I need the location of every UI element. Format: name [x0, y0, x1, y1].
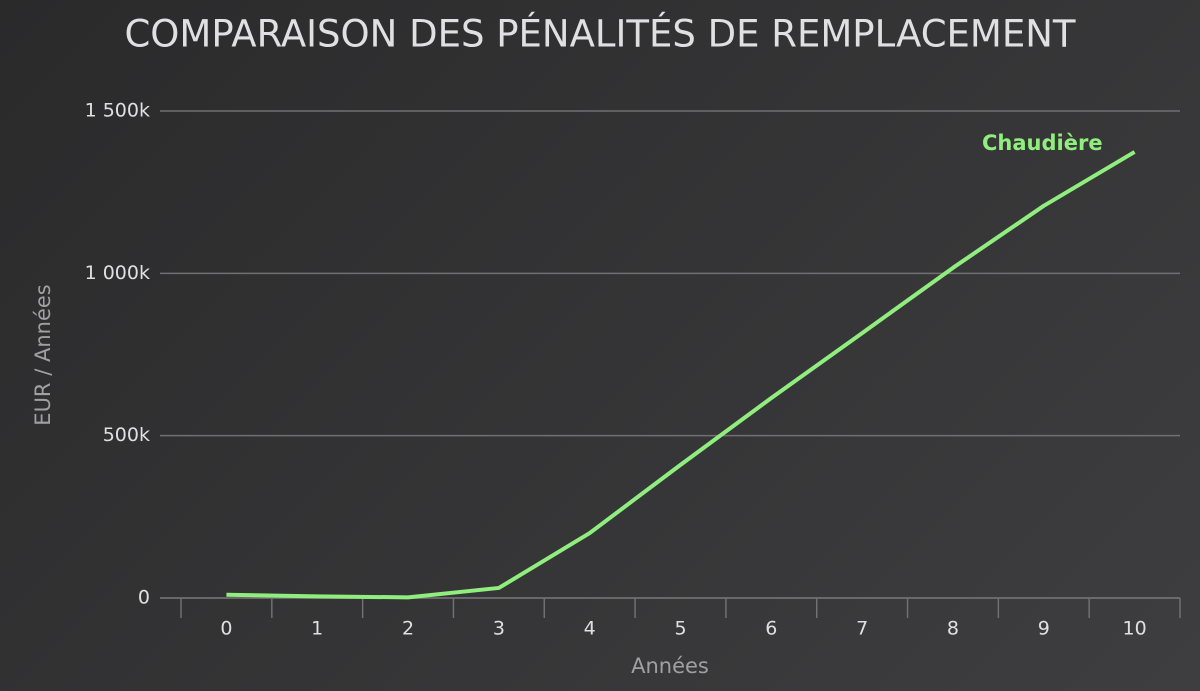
x-tick-label: 5 [674, 618, 686, 640]
series-line [226, 150, 1136, 600]
x-tick-label: 10 [1122, 618, 1146, 640]
y-tick-label: 1 000k [85, 262, 150, 284]
x-tick-label: 0 [220, 618, 232, 640]
x-tick-label: 3 [493, 618, 505, 640]
x-tick-label: 8 [947, 618, 959, 640]
y-tick-label: 1 500k [85, 100, 150, 122]
x-axis-title: Années [631, 654, 709, 678]
x-tick-label: 4 [584, 618, 596, 640]
series-label: Chaudière [982, 131, 1103, 155]
x-tick-label: 1 [311, 618, 323, 640]
x-tick-label: 7 [856, 618, 868, 640]
x-tick-label: 9 [1038, 618, 1050, 640]
y-tick-label: 0 [138, 587, 150, 609]
y-tick-label: 500k [103, 424, 150, 446]
chart-title: COMPARAISON DES PÉNALITÉS DE REMPLACEMEN… [124, 12, 1075, 56]
x-tick-label: 2 [402, 618, 414, 640]
x-tick-label: 6 [765, 618, 777, 640]
y-axis-title: EUR / Années [31, 284, 55, 425]
